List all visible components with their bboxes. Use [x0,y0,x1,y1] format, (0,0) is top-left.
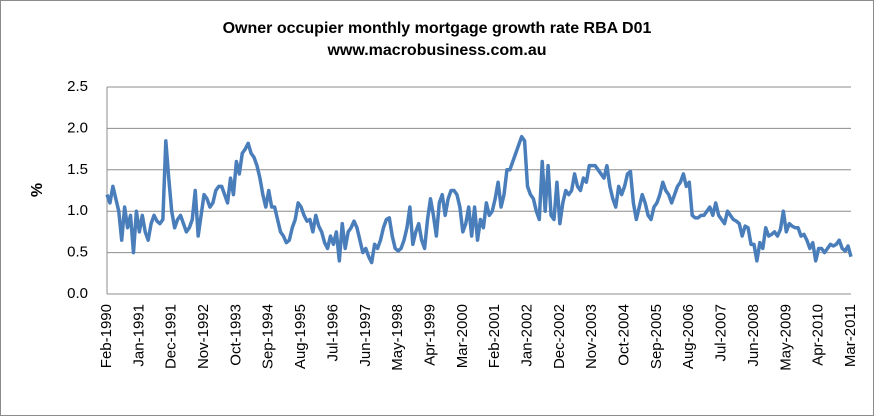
x-tick-label: May-2009 [777,304,794,371]
x-tick-label: Jun-2008 [745,304,762,367]
x-tick-label: Aug-1995 [292,304,309,369]
chart-subtitle: www.macrobusiness.com.au [326,42,546,59]
x-tick-label: Oct-1993 [227,304,244,366]
x-tick-label: Apr-2010 [810,304,827,366]
x-tick-label: Jun-1997 [357,304,374,367]
x-tick-label: Sep-2005 [648,304,665,369]
x-tick-label: Jan-2002 [518,304,535,367]
x-tick-label: Nov-2003 [583,304,600,369]
y-axis-label: % [29,183,46,197]
x-tick-label: Jul-1996 [324,304,341,362]
x-tick-label: May-1998 [389,304,406,371]
x-tick-label: Oct-2004 [616,304,633,366]
x-tick-label: Mar-2000 [454,304,471,368]
y-tick-label: 1.0 [67,202,88,219]
x-tick-label: Feb-2001 [486,304,503,368]
x-tick-label: Feb-1990 [98,304,115,368]
x-tick-label: Aug-2006 [680,304,697,369]
y-tick-label: 0.5 [67,244,88,261]
x-tick-label: Jan-1991 [130,304,147,367]
data-line [105,134,853,265]
x-tick-label: Dec-1991 [163,304,180,369]
y-tick-label: 2.5 [67,78,88,95]
x-tick-label: Apr-1999 [421,304,438,366]
x-tick-label: Dec-2002 [551,304,568,369]
x-tick-label: Mar-2011 [842,304,859,367]
x-tick-label: Jul-2007 [713,304,730,362]
x-tick-label: Sep-1994 [260,304,277,369]
chart-title: Owner occupier monthly mortgage growth r… [223,20,652,37]
y-tick-label: 2.0 [67,119,88,136]
y-tick-label: 0.0 [67,285,88,302]
x-tick-label: Nov-1992 [195,304,212,369]
y-tick-label: 1.5 [67,161,88,178]
